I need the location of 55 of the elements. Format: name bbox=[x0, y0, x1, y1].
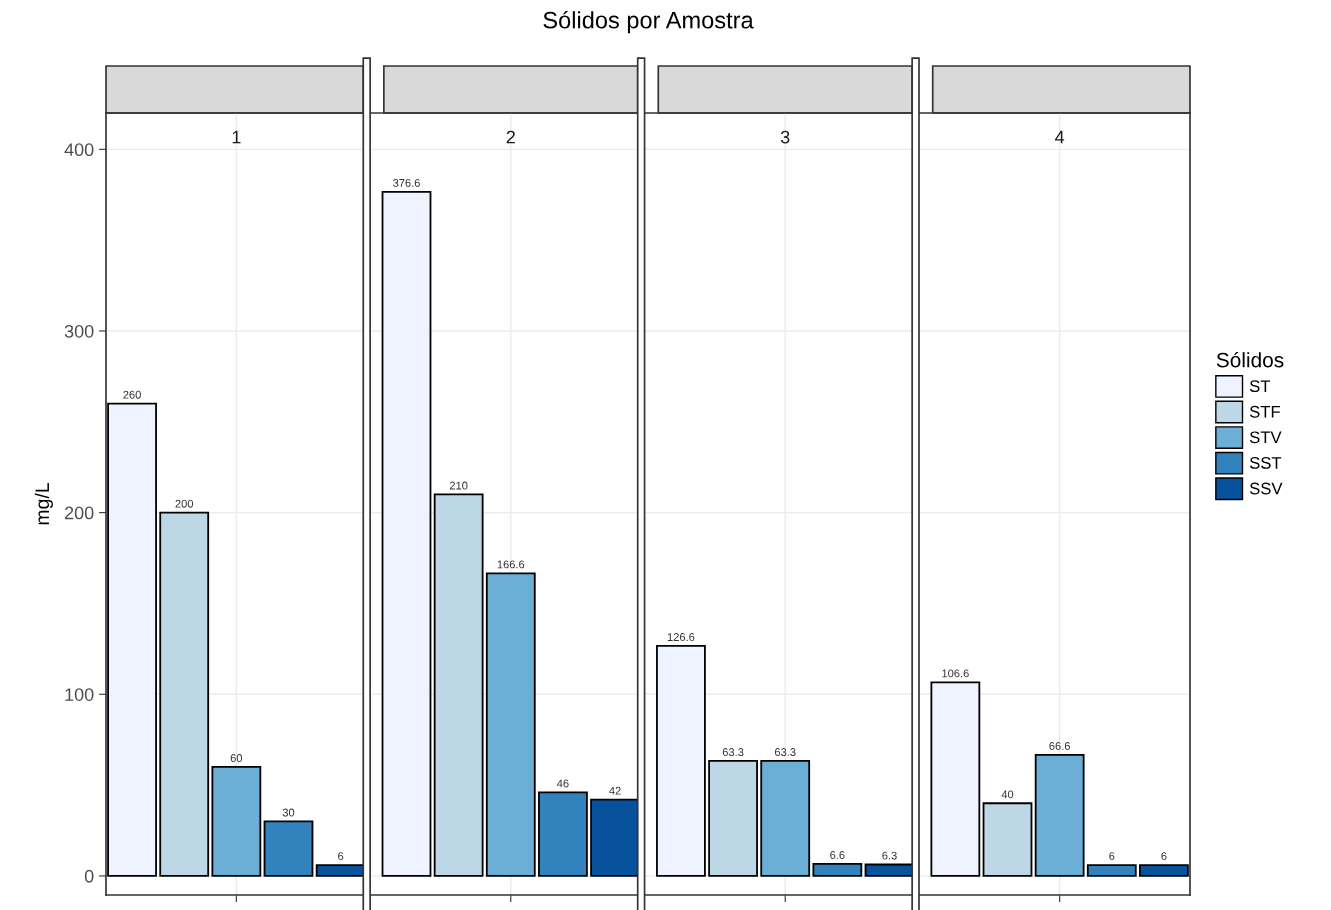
bar bbox=[433, 493, 484, 877]
y-tick-label: 300 bbox=[64, 324, 94, 338]
legend-label: SSV bbox=[1249, 482, 1283, 495]
bar bbox=[1034, 754, 1085, 877]
bar bbox=[708, 760, 758, 877]
bar bbox=[538, 791, 588, 877]
data-label: 260 bbox=[123, 390, 141, 399]
data-label: 200 bbox=[175, 499, 194, 508]
bar bbox=[107, 402, 157, 877]
y-axis-title: mg/L bbox=[34, 483, 53, 525]
y-tick-label: 400 bbox=[64, 143, 94, 157]
bar bbox=[930, 681, 981, 877]
x-tick-label: 2 bbox=[506, 130, 515, 144]
y-tick-label: 0 bbox=[84, 869, 94, 883]
legend-title: Sólidos bbox=[1216, 351, 1284, 368]
data-label: 30 bbox=[282, 808, 295, 817]
bar bbox=[656, 645, 706, 877]
data-label: 106.6 bbox=[942, 669, 969, 678]
bar bbox=[982, 802, 1033, 877]
bar bbox=[1139, 864, 1189, 877]
data-label: 6.6 bbox=[830, 851, 845, 859]
legend-label: STF bbox=[1249, 405, 1280, 418]
x-tick-label: 4 bbox=[1055, 130, 1065, 144]
data-label: 46 bbox=[557, 779, 569, 788]
data-label: 66.6 bbox=[1049, 742, 1070, 750]
bar bbox=[485, 572, 536, 877]
data-label: 376.6 bbox=[393, 178, 420, 187]
data-label: 60 bbox=[230, 754, 243, 762]
data-label: 42 bbox=[609, 786, 621, 795]
data-label: 6 bbox=[1161, 852, 1167, 861]
bar bbox=[590, 798, 640, 877]
bar bbox=[381, 190, 432, 877]
chart-title: Sólidos por Amostra bbox=[543, 10, 754, 34]
data-label: 210 bbox=[449, 481, 468, 490]
bar bbox=[263, 820, 314, 877]
y-tick-label: 200 bbox=[64, 506, 94, 520]
bar bbox=[760, 760, 811, 877]
y-tick-label: 100 bbox=[65, 688, 94, 701]
x-tick-label: 3 bbox=[780, 130, 790, 144]
data-label: 63.3 bbox=[722, 748, 744, 756]
bar bbox=[159, 511, 210, 877]
legend-label: ST bbox=[1249, 380, 1271, 393]
data-label: 40 bbox=[1001, 790, 1014, 799]
legend-label: SST bbox=[1249, 457, 1282, 469]
data-label: 126.6 bbox=[667, 633, 695, 641]
bar bbox=[211, 766, 262, 877]
x-tick-label: 1 bbox=[232, 130, 241, 144]
bar bbox=[812, 863, 863, 877]
data-label: 6 bbox=[338, 852, 344, 861]
data-label: 6 bbox=[1109, 852, 1115, 861]
bar bbox=[1086, 864, 1137, 877]
data-label: 6.3 bbox=[882, 851, 897, 860]
data-label: 63.3 bbox=[774, 748, 796, 756]
data-label: 166.6 bbox=[497, 560, 525, 569]
legend-label: STV bbox=[1249, 431, 1282, 444]
